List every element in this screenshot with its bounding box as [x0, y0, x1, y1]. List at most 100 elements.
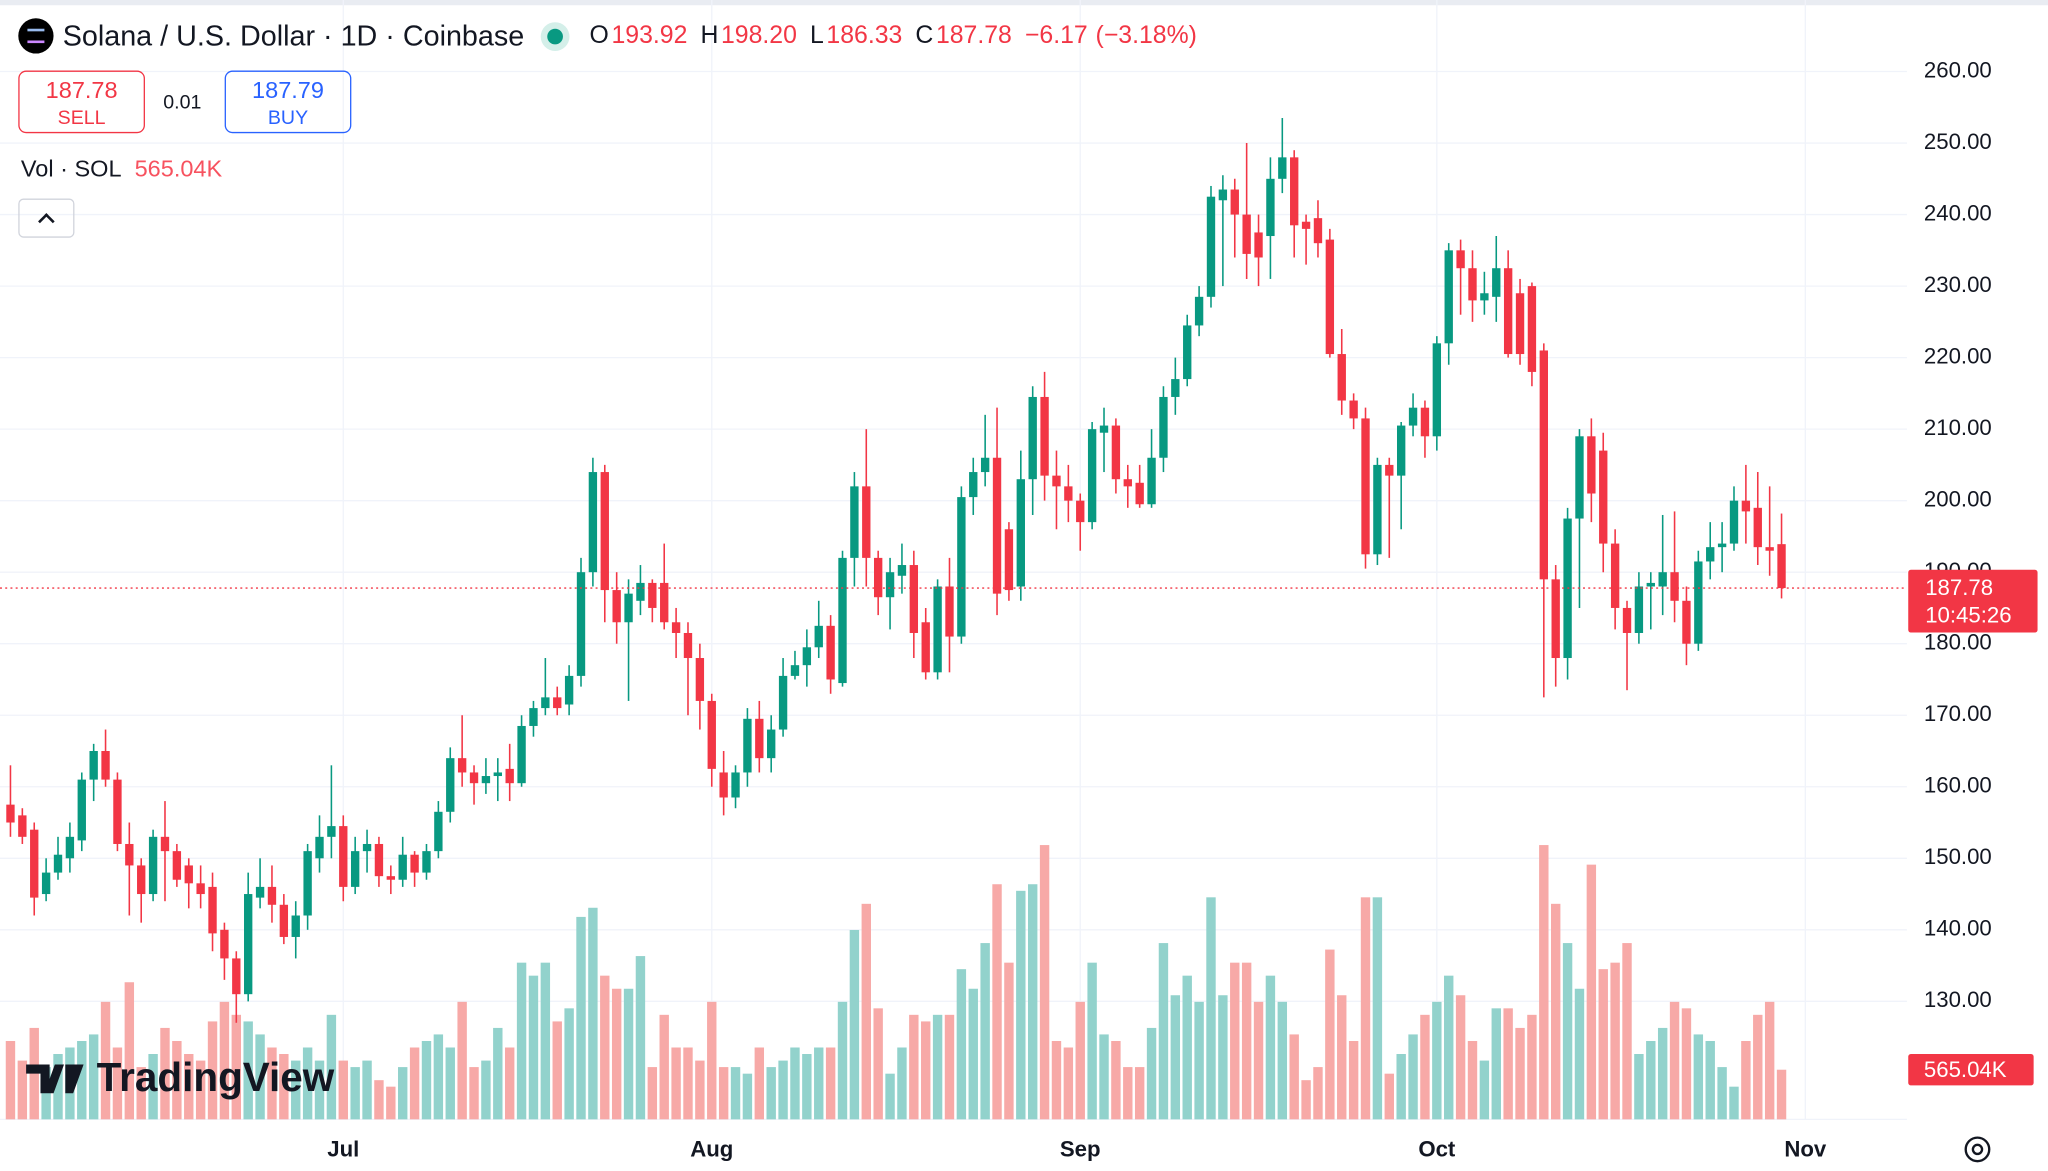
volume-bar	[992, 884, 1002, 1120]
candle-body	[267, 886, 277, 905]
ohlc-item: H 198.20	[700, 22, 796, 51]
candle-body	[1337, 354, 1346, 401]
candle-body	[1230, 189, 1239, 215]
volume-bar	[1277, 1001, 1288, 1120]
x-tick-label: Aug	[690, 1137, 733, 1162]
volume-bar	[1669, 1001, 1680, 1120]
volume-bar	[1265, 975, 1276, 1120]
buy-button[interactable]: 187.79 BUY	[224, 70, 352, 134]
y-tick-label: 220.00	[1924, 343, 1992, 368]
volume-bar	[1099, 1034, 1109, 1120]
volume-bar	[861, 903, 871, 1120]
candle-body	[1040, 396, 1049, 476]
candle-body	[719, 772, 728, 798]
candle-body	[208, 886, 217, 934]
sell-button[interactable]: 187.78 SELL	[18, 70, 145, 134]
candle-body	[909, 565, 919, 633]
candle-body	[398, 854, 407, 880]
candle-body	[1717, 543, 1727, 548]
settings-core[interactable]	[1971, 1143, 1984, 1156]
candle-body	[65, 836, 75, 859]
volume-bar	[1717, 1067, 1727, 1120]
candle-body	[1028, 396, 1037, 480]
y-tick-label: 180.00	[1924, 630, 1992, 655]
volume-bar	[1087, 962, 1097, 1120]
collapse-button[interactable]	[18, 198, 75, 238]
candle-body	[1004, 529, 1014, 591]
volume-bar	[1610, 962, 1620, 1120]
volume-bar	[611, 988, 622, 1120]
candle-body	[517, 725, 526, 784]
candle-body	[1420, 407, 1430, 437]
ohlc-value: 193.92	[611, 21, 688, 49]
candle-body	[493, 772, 502, 777]
volume-bar	[1598, 969, 1608, 1120]
candle-body	[279, 904, 289, 937]
volume-bar	[1039, 845, 1050, 1120]
volume-bar	[1170, 995, 1181, 1120]
y-tick-label: 250.00	[1924, 129, 1992, 154]
candle-body	[1361, 418, 1370, 555]
price-tag-value: 187.78	[1925, 575, 1993, 600]
symbol-title: Solana / U.S. Dollar · 1D · Coinbase	[62, 18, 525, 52]
volume-bar	[635, 956, 646, 1120]
y-tick-label: 210.00	[1924, 415, 1992, 440]
candle-body	[1456, 250, 1465, 269]
candle-body	[1111, 425, 1121, 480]
volume-bar	[255, 1034, 265, 1120]
volume-bar	[219, 1001, 230, 1120]
volume-bar	[873, 1008, 883, 1120]
candle-body	[1206, 196, 1216, 297]
settings-icon[interactable]	[1964, 1136, 1991, 1163]
candle-body	[1587, 436, 1596, 494]
candle-body	[1610, 543, 1620, 608]
axes: 130.00140.00150.00160.00170.00180.00190.…	[0, 57, 2038, 1162]
candle-body	[113, 779, 122, 844]
candle-body	[339, 826, 348, 887]
candle-body	[1135, 482, 1144, 505]
candle-body	[362, 843, 372, 852]
buy-price: 187.79	[252, 77, 324, 104]
candle-body	[992, 457, 1002, 594]
volume-tag	[1908, 1054, 2034, 1086]
volume-bar	[1491, 1008, 1501, 1120]
volume-bar	[623, 988, 634, 1120]
candle-body	[89, 750, 98, 780]
volume-bar	[338, 1060, 348, 1120]
candle-body	[790, 665, 800, 676]
volume-bar	[445, 1047, 455, 1120]
volume-bar	[1313, 1067, 1323, 1120]
candle-body	[755, 718, 764, 759]
settings-ring[interactable]	[1964, 1136, 1991, 1163]
volume-bar	[279, 1054, 289, 1120]
watermark-text: TradingView	[97, 1054, 335, 1100]
volume-bar	[754, 1047, 765, 1120]
candle-body	[1159, 396, 1168, 458]
volume-bar	[849, 929, 860, 1120]
volume-bar	[504, 1047, 515, 1120]
volume-legend: Vol · SOL 565.04K	[21, 155, 222, 182]
ohlc-key: L	[809, 21, 824, 49]
volume-bar	[457, 1001, 467, 1120]
volume-bar	[1218, 995, 1228, 1120]
volume-bar	[1776, 1069, 1787, 1120]
watermark: TradingView	[26, 1054, 335, 1100]
candle-body	[1432, 343, 1442, 437]
volume-bar	[1206, 897, 1216, 1120]
candle-body	[505, 768, 514, 784]
y-tick-label: 240.00	[1924, 200, 1992, 225]
volume-bar	[742, 1073, 753, 1120]
candle-body	[1741, 500, 1751, 512]
volume-bar	[707, 1001, 717, 1120]
candle-body	[636, 582, 645, 601]
volume-bar	[1705, 1041, 1715, 1120]
price-tag	[1908, 569, 2038, 633]
candle-body	[196, 883, 205, 895]
volume-bar	[421, 1041, 432, 1120]
candle-body	[1658, 572, 1667, 587]
volume-bar	[124, 982, 135, 1120]
candle-body	[1492, 268, 1501, 297]
volume-bar	[600, 975, 610, 1120]
